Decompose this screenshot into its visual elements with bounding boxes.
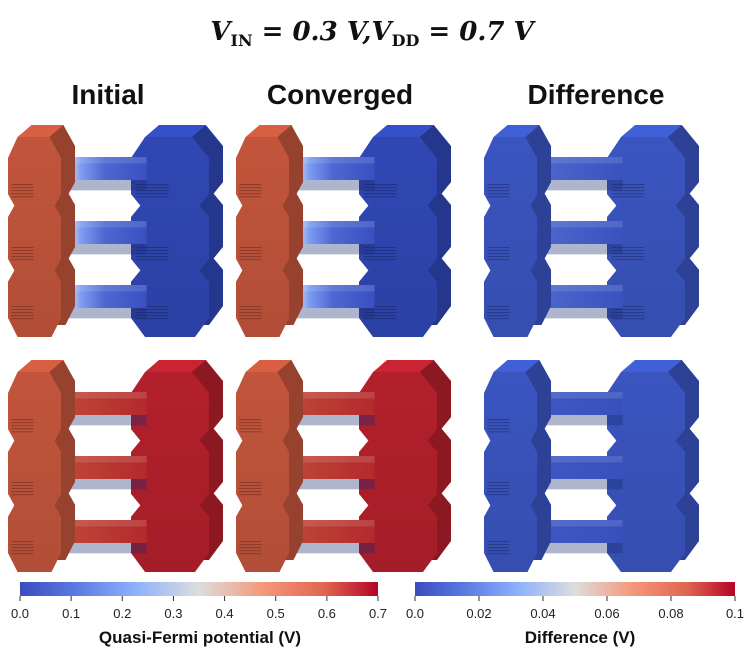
colorbar-difference-ticks: 0.0 0.02 0.04 0.06 0.08 0.1	[406, 596, 744, 621]
ticks1-label-1: 0.1	[62, 606, 80, 621]
v-in-value: = 0.3 V,	[253, 17, 372, 47]
ticks2-label-3: 0.06	[594, 606, 619, 621]
panel-top-converged-channels-sheet-2	[290, 285, 375, 308]
panel-bottom-difference-source-pad	[484, 360, 552, 572]
ticks1-label-0: 0.0	[11, 606, 29, 621]
panel-bottom-difference-channels-sheet-1	[538, 456, 623, 479]
ticks2-label-5: 0.1	[726, 606, 744, 621]
panel-top-initial-channels-shadow-2	[62, 308, 147, 319]
panel-top-initial-channels-shadow-0	[62, 180, 147, 191]
panel-bottom-initial-drain-pad	[131, 360, 223, 572]
panel-top-initial-drain-pad	[131, 125, 223, 337]
panel-top-difference-channels-shadow-2	[538, 308, 623, 319]
colorbar-difference: 0.0 0.02 0.04 0.06 0.08 0.1 Difference (V)	[406, 582, 744, 647]
panel-bottom-converged-channels-sheet-1	[290, 456, 375, 479]
panel-top-converged-drain-pad	[359, 125, 451, 337]
v-in-subscript: IN	[230, 31, 252, 50]
colorbar-quasi-fermi: 0.0 0.1 0.2 0.3 0.4 0.5 0.6 0.7 Quasi-Fermi pot…	[11, 582, 387, 647]
panel-bottom-converged-channels-shadow-1	[290, 479, 375, 490]
panel-bottom-initial-source-pad	[8, 360, 76, 572]
panel-top-converged-source-pad	[236, 125, 304, 337]
panel-top-difference-channels-sheet-1	[538, 221, 623, 244]
panel-top-converged	[236, 125, 451, 337]
v-in-symbol: V	[210, 17, 233, 47]
ticks1-label-6: 0.6	[318, 606, 336, 621]
panel-bottom-converged-channels-shadow-2	[290, 543, 375, 554]
colorbar-quasi-fermi-ticks: 0.0 0.1 0.2 0.3 0.4 0.5 0.6 0.7	[11, 596, 387, 621]
ticks1-label-7: 0.7	[369, 606, 387, 621]
v-dd-subscript: DD	[392, 31, 420, 50]
panel-top-difference-channels-sheet-2	[538, 285, 623, 308]
ticks2-label-2: 0.04	[530, 606, 555, 621]
panel-top-converged-channels-shadow-0	[290, 180, 375, 191]
colorbar-difference-gradient	[415, 582, 735, 596]
panel-bottom-initial-channels-sheet-2	[62, 520, 147, 543]
panel-bottom-difference-channels-sheet-2	[538, 520, 623, 543]
column-header-difference: Difference	[528, 79, 665, 110]
ticks1-label-4: 0.4	[216, 606, 234, 621]
ticks1-label-3: 0.3	[164, 606, 182, 621]
ticks2-label-1: 0.02	[466, 606, 491, 621]
panel-top-difference	[484, 125, 699, 337]
panel-top-converged-channels-shadow-2	[290, 308, 375, 319]
panel-top-difference-source-pad	[484, 125, 552, 337]
panel-top-difference-drain-pad	[607, 125, 699, 337]
panel-top-converged-channels-sheet-0	[290, 157, 375, 180]
panel-bottom-converged	[236, 360, 451, 572]
panel-bottom-initial-channels-shadow-1	[62, 479, 147, 490]
panel-top-initial-channels-shadow-1	[62, 244, 147, 255]
panel-bottom-converged-channels	[290, 392, 375, 554]
panel-top-difference-channels	[538, 157, 623, 319]
panel-top-converged-channels	[290, 157, 375, 319]
device-panels	[8, 125, 699, 572]
panel-top-converged-channels-shadow-1	[290, 244, 375, 255]
panel-bottom-initial-channels-sheet-0	[62, 392, 147, 415]
panel-top-initial-channels-sheet-0	[62, 157, 147, 180]
panel-bottom-initial-channels	[62, 392, 147, 554]
colorbar-difference-label: Difference (V)	[525, 628, 636, 647]
panel-top-initial-channels	[62, 157, 147, 319]
panel-bottom-converged-channels-sheet-2	[290, 520, 375, 543]
panel-bottom-difference-channels-shadow-1	[538, 479, 623, 490]
panel-bottom-difference-drain-pad	[607, 360, 699, 572]
panel-bottom-initial-channels-shadow-2	[62, 543, 147, 554]
panel-bottom-initial-channels-sheet-1	[62, 456, 147, 479]
panel-bottom-difference-channels	[538, 392, 623, 554]
ticks1-label-5: 0.5	[267, 606, 285, 621]
panel-bottom-converged-source-pad	[236, 360, 304, 572]
panel-bottom-difference-channels-shadow-2	[538, 543, 623, 554]
ticks2-label-0: 0.0	[406, 606, 424, 621]
panel-top-difference-channels-shadow-0	[538, 180, 623, 191]
panel-bottom-difference-channels-shadow-0	[538, 415, 623, 426]
v-dd-symbol: V	[371, 17, 394, 47]
panel-top-difference-channels-shadow-1	[538, 244, 623, 255]
panel-top-initial-channels-sheet-1	[62, 221, 147, 244]
column-header-converged: Converged	[267, 79, 413, 110]
panel-bottom-converged-drain-pad	[359, 360, 451, 572]
colorbar-quasi-fermi-gradient	[20, 582, 378, 596]
ticks1-label-2: 0.2	[113, 606, 131, 621]
panel-top-difference-channels-sheet-0	[538, 157, 623, 180]
panel-bottom-initial	[8, 360, 223, 572]
panel-bottom-difference	[484, 360, 699, 572]
panel-top-initial-channels-sheet-2	[62, 285, 147, 308]
colorbar-quasi-fermi-label: Quasi-Fermi potential (V)	[99, 628, 301, 647]
column-header-initial: Initial	[71, 79, 144, 110]
panel-bottom-initial-channels-shadow-0	[62, 415, 147, 426]
v-dd-value: = 0.7 V	[419, 17, 536, 47]
panel-top-initial-source-pad	[8, 125, 76, 337]
panel-bottom-difference-channels-sheet-0	[538, 392, 623, 415]
panel-bottom-converged-channels-sheet-0	[290, 392, 375, 415]
panel-top-converged-channels-sheet-1	[290, 221, 375, 244]
panel-bottom-converged-channels-shadow-0	[290, 415, 375, 426]
panel-top-initial	[8, 125, 223, 337]
ticks2-label-4: 0.08	[658, 606, 683, 621]
title-equation: VIN = 0.3 V,VDD = 0.7 V	[210, 17, 536, 50]
